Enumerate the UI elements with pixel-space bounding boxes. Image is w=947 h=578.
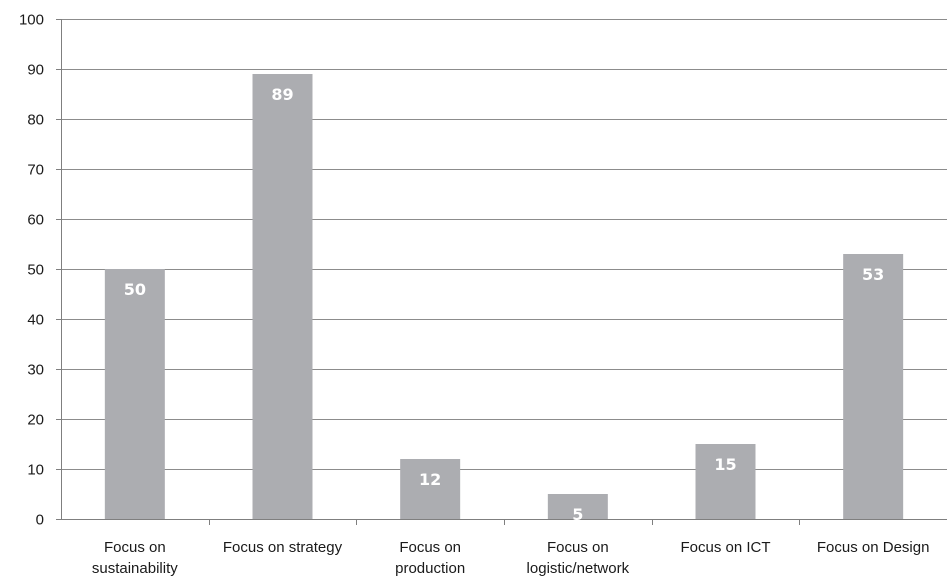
y-tick-label-10: 10 xyxy=(27,462,44,479)
y-tick-label-40: 40 xyxy=(27,312,44,329)
bar-6 xyxy=(843,254,904,519)
bar-5 xyxy=(695,444,756,519)
data-label-1: 50 xyxy=(124,280,146,299)
data-label-3: 12 xyxy=(419,470,441,489)
category-label-line: logistic/network xyxy=(527,560,630,577)
category-label-2: Focus on strategy xyxy=(223,539,343,556)
bar-1 xyxy=(104,269,165,519)
category-label-5: Focus on ICT xyxy=(680,539,770,556)
y-tick-label-0: 0 xyxy=(36,512,44,529)
data-label-4: 5 xyxy=(572,505,583,524)
y-tick-label-30: 30 xyxy=(27,362,44,379)
bars xyxy=(104,74,904,519)
y-tick-label-80: 80 xyxy=(27,112,44,129)
category-label-3: Focus on production xyxy=(395,539,465,577)
category-label-line: production xyxy=(395,560,465,577)
category-label-4: Focus on logistic/network xyxy=(527,539,630,577)
data-label-5: 15 xyxy=(714,455,736,474)
category-label-line: Focus on ICT xyxy=(680,539,770,556)
category-label-line: Focus on xyxy=(399,539,461,556)
category-label-6: Focus on Design xyxy=(817,539,930,556)
category-labels: Focus on sustainability Focus on strategy F… xyxy=(92,539,930,577)
y-tick-label-90: 90 xyxy=(27,62,44,79)
axes xyxy=(56,19,947,525)
data-labels: 50 89 12 5 15 53 xyxy=(124,85,885,524)
data-label-2: 89 xyxy=(271,85,293,104)
y-tick-labels: 0 10 20 30 40 50 60 70 80 90 100 xyxy=(19,12,44,529)
category-label-line: Focus on strategy xyxy=(223,539,343,556)
category-label-line: sustainability xyxy=(92,560,178,577)
data-label-6: 53 xyxy=(862,265,884,284)
y-tick-label-60: 60 xyxy=(27,212,44,229)
gridlines xyxy=(61,19,947,470)
bar-4 xyxy=(547,494,608,519)
category-label-line: Focus on xyxy=(547,539,609,556)
category-label-line: Focus on xyxy=(104,539,166,556)
y-tick-label-70: 70 xyxy=(27,162,44,179)
y-tick-label-20: 20 xyxy=(27,412,44,429)
category-label-line: Focus on Design xyxy=(817,539,930,556)
y-tick-label-50: 50 xyxy=(27,262,44,279)
y-tick-label-100: 100 xyxy=(19,12,44,29)
bar-2 xyxy=(252,74,313,519)
bar-3 xyxy=(400,459,461,519)
category-label-1: Focus on sustainability xyxy=(92,539,178,577)
